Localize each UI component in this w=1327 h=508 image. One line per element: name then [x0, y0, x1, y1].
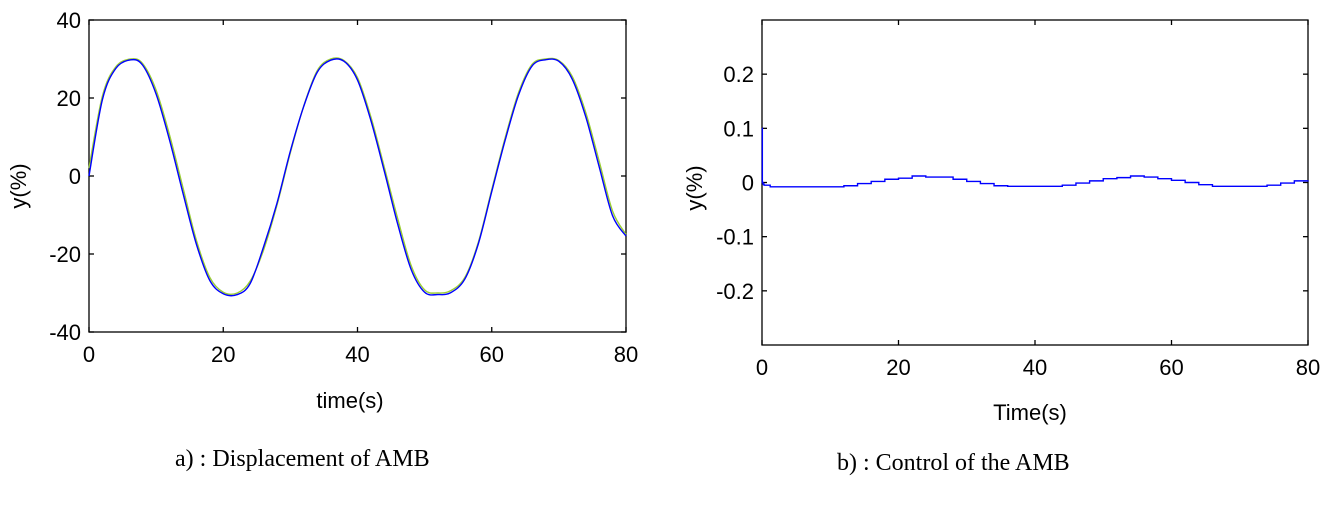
panel-b-x-tick-label: 20	[886, 355, 910, 380]
panel-b-x-tick-label: 80	[1296, 355, 1320, 380]
panel-a-x-tick-label: 20	[211, 342, 235, 367]
panel-a-x-tick-label: 80	[614, 342, 638, 367]
panel-a-caption: a) : Displacement of AMB	[175, 446, 430, 472]
panel-b-x-tick-label: 0	[756, 355, 768, 380]
panel-b-caption: b) : Control of the AMB	[837, 450, 1070, 476]
panel-b-y-tick-label: -0.2	[716, 279, 754, 304]
panel-a-series-line-1	[88, 57, 627, 295]
panel-b-control: 0 20 40 60 80 0.2 0.1 0 -0.1 -0.2 Time(s) y(%) b)…	[682, 19, 1320, 476]
panel-a-y-tick-label: -20	[49, 242, 81, 267]
panel-b-x-tick-label: 40	[1023, 355, 1047, 380]
panel-b-series-line-1	[761, 127, 1309, 188]
panel-b-y-tick-label: 0	[742, 171, 754, 196]
panel-a-y-tick-label: 40	[57, 8, 81, 33]
panel-b-ticks: 0 20 40 60 80 0.2 0.1 0 -0.1 -0.2	[716, 20, 1320, 380]
panel-b-plot-frame	[761, 19, 1309, 346]
panel-a-x-tick-label: 0	[83, 342, 95, 367]
panel-a-y-tick-label: 20	[57, 86, 81, 111]
panel-a-series-line-2	[88, 58, 627, 297]
panel-b-y-tick-label: 0.1	[723, 116, 754, 141]
panel-b-series	[761, 127, 1309, 188]
panel-a-displacement: 0 20 40 60 80 40 20 0 -20 -40 time(s) y(%) a) : D…	[6, 8, 638, 472]
panel-a-series	[88, 57, 627, 297]
panel-b-y-tick-label: -0.1	[716, 225, 754, 250]
panel-b-x-tick-label: 60	[1159, 355, 1183, 380]
panel-b-y-axis-label: y(%)	[682, 165, 707, 210]
panel-b-x-axis-label: Time(s)	[993, 400, 1067, 425]
panel-a-y-tick-label: -40	[49, 320, 81, 345]
panel-a-ticks: 0 20 40 60 80 40 20 0 -20 -40	[49, 8, 638, 367]
panel-a-y-tick-label: 0	[69, 164, 81, 189]
panel-b-y-tick-label: 0.2	[723, 62, 754, 87]
panel-a-x-tick-label: 40	[345, 342, 369, 367]
panel-a-x-tick-label: 60	[480, 342, 504, 367]
panel-a-y-axis-label: y(%)	[6, 163, 31, 208]
panel-a-plot-frame	[88, 19, 627, 333]
panel-a-x-axis-label: time(s)	[316, 388, 383, 413]
